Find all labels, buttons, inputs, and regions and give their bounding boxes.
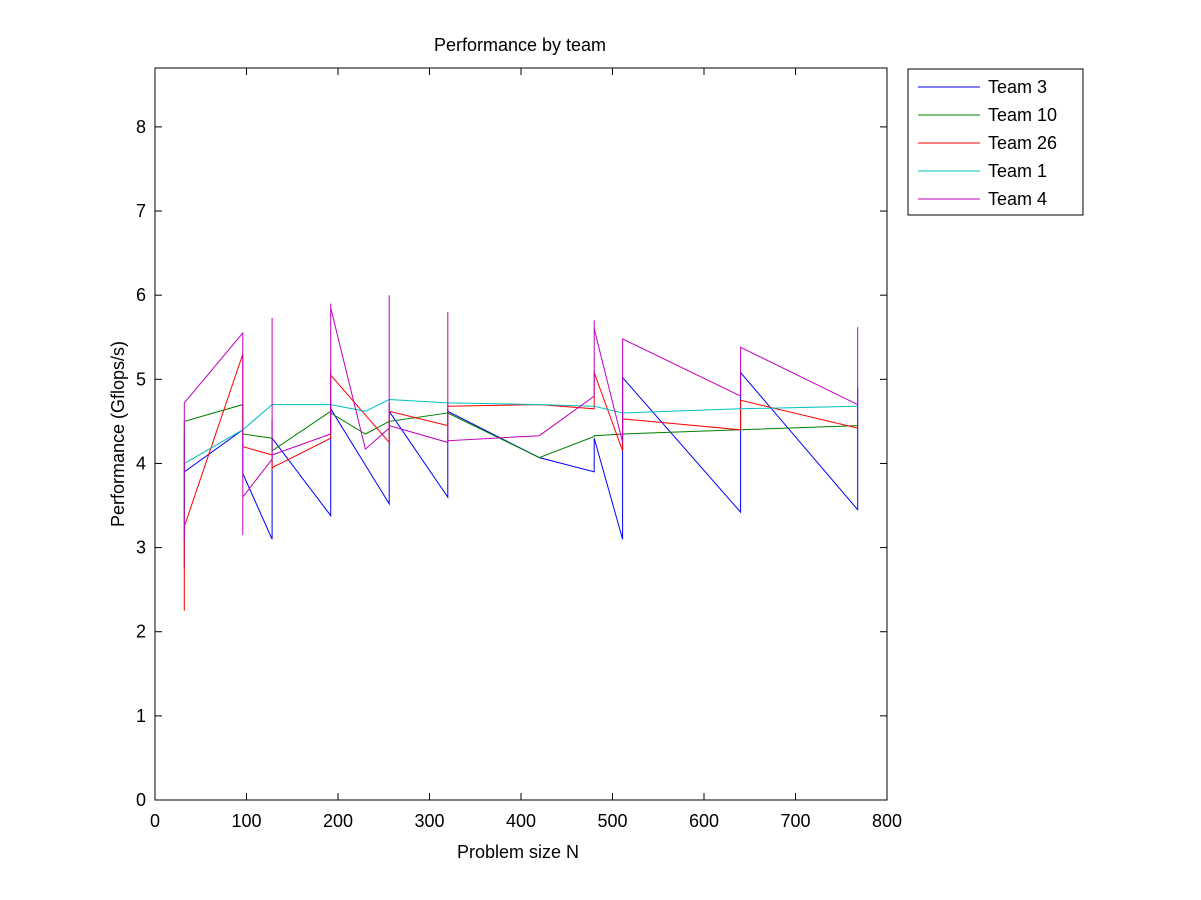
y-tick-label: 0 — [136, 790, 146, 810]
legend-label-team-10: Team 10 — [988, 105, 1057, 125]
y-tick-label: 1 — [136, 706, 146, 726]
legend-label-team-3: Team 3 — [988, 77, 1047, 97]
x-tick-label: 500 — [597, 811, 627, 831]
x-tick-label: 200 — [323, 811, 353, 831]
y-tick-label: 7 — [136, 201, 146, 221]
series-line-team-1 — [184, 398, 858, 464]
legend-label-team-1: Team 1 — [988, 161, 1047, 181]
y-tick-label: 8 — [136, 117, 146, 137]
series-layer — [183, 295, 859, 611]
legend-items: Team 3 Team 10 Team 26 Team 1 Team 4 — [918, 77, 1057, 209]
y-tick-label: 5 — [136, 369, 146, 389]
y-tick-label: 2 — [136, 622, 146, 642]
y-tick-label: 4 — [136, 453, 146, 473]
x-tick-label: 700 — [780, 811, 810, 831]
x-tick-label: 800 — [872, 811, 902, 831]
x-tick-label: 0 — [150, 811, 160, 831]
legend-label-team-26: Team 26 — [988, 133, 1057, 153]
x-tick-label: 600 — [689, 811, 719, 831]
x-tick-label: 100 — [231, 811, 261, 831]
y-tick-label: 3 — [136, 538, 146, 558]
chart-title: Performance by team — [434, 35, 606, 55]
y-tick-label: 6 — [136, 285, 146, 305]
legend-label-team-4: Team 4 — [988, 189, 1047, 209]
y-axis-label: Performance (Gflops/s) — [108, 341, 128, 527]
legend-box — [907, 68, 1084, 216]
axis-ticks: 0 100 200 300 400 500 600 700 800 0 1 2 3 4 5 6 7 8 — [136, 68, 902, 831]
legend: Team 3 Team 10 Team 26 Team 1 Team 4 — [907, 68, 1084, 216]
x-tick-label: 400 — [506, 811, 536, 831]
x-tick-label: 300 — [414, 811, 444, 831]
x-axis-label: Problem size N — [457, 842, 579, 862]
series-line-team-4 — [183, 295, 859, 540]
